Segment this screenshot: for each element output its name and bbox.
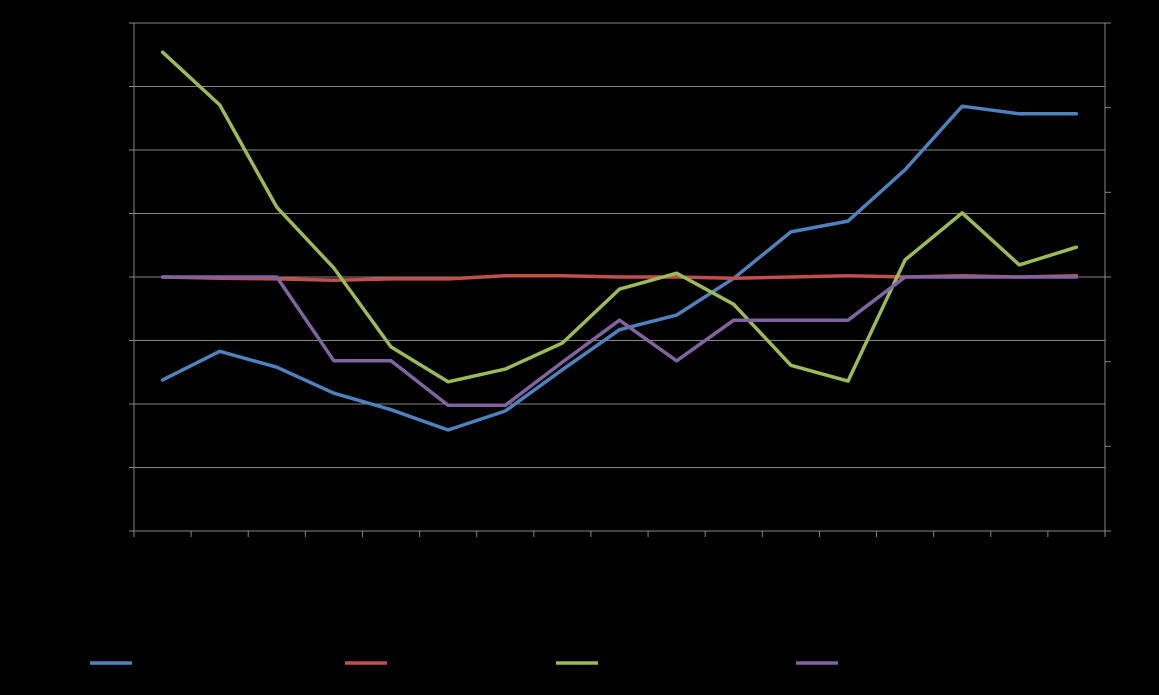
series-line bbox=[160, 275, 1079, 408]
series-line bbox=[160, 50, 1079, 384]
series-line bbox=[160, 104, 1079, 432]
